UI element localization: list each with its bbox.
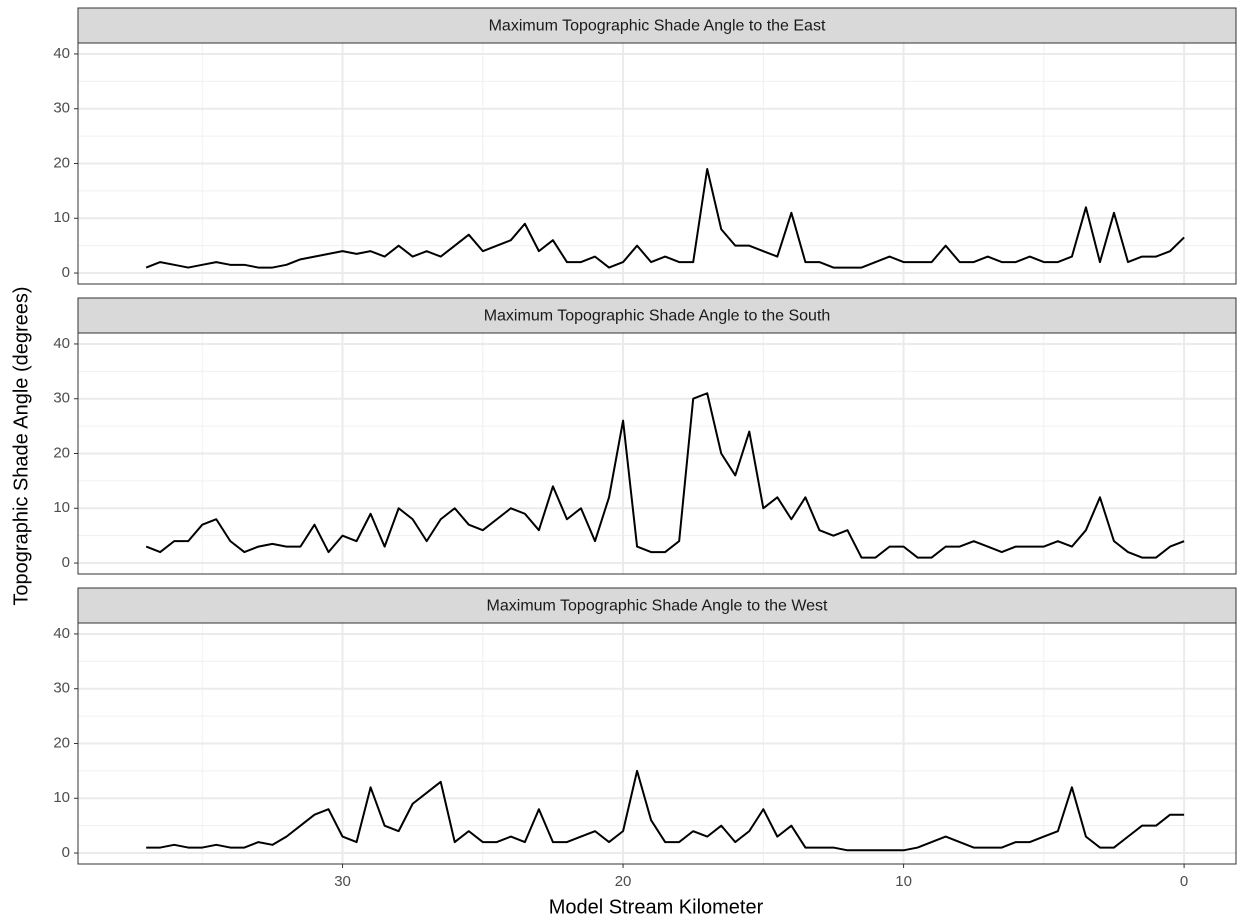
y-tick-label: 30	[53, 390, 70, 407]
y-tick-label: 30	[53, 680, 70, 697]
strip	[77, 7, 1237, 44]
strip	[77, 297, 1237, 334]
x-tick-label: 30	[334, 873, 351, 890]
strip-title: Maximum Topographic Shade Angle to the S…	[484, 308, 831, 325]
y-tick-label: 40	[53, 625, 70, 642]
x-tick-label: 10	[895, 873, 912, 890]
y-tick-label: 10	[53, 209, 70, 226]
panel-border	[77, 332, 1237, 575]
y-tick-label: 40	[53, 45, 70, 62]
y-axis-title: Topographic Shade Angle (degrees)	[10, 286, 32, 605]
strip-title: Maximum Topographic Shade Angle to the W…	[487, 598, 828, 615]
strip	[77, 587, 1237, 624]
panel-border	[77, 622, 1237, 865]
x-tick-label: 0	[1180, 873, 1188, 890]
y-tick-label: 20	[53, 444, 70, 461]
data-line	[145, 167, 1185, 269]
x-tick-label: 20	[615, 873, 632, 890]
panel-border	[77, 42, 1237, 285]
y-tick-label: 10	[53, 789, 70, 806]
data-line	[146, 769, 1185, 852]
y-tick-label: 20	[53, 154, 70, 171]
x-axis-title: Model Stream Kilometer	[549, 896, 764, 918]
y-tick-label: 40	[53, 335, 70, 352]
strip-title: Maximum Topographic Shade Angle to the E…	[489, 18, 826, 35]
y-tick-label: 20	[53, 734, 70, 751]
y-tick-label: 0	[62, 554, 70, 571]
y-tick-label: 0	[62, 844, 70, 861]
data-line	[145, 392, 1185, 559]
y-tick-label: 10	[53, 499, 70, 516]
y-tick-label: 0	[62, 264, 70, 281]
y-tick-label: 30	[53, 100, 70, 117]
